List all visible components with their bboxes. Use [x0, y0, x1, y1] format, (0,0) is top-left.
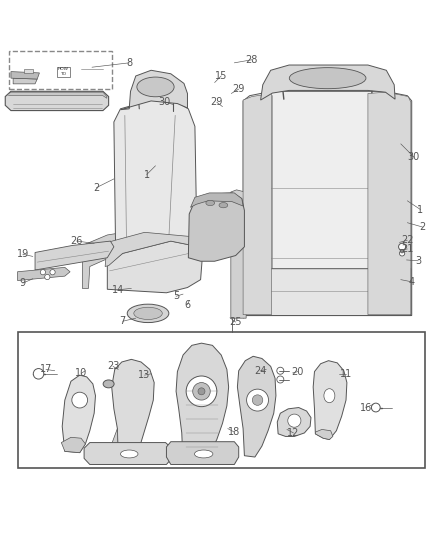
Ellipse shape	[137, 77, 174, 97]
Circle shape	[277, 376, 284, 383]
Polygon shape	[61, 437, 85, 453]
Circle shape	[371, 403, 380, 412]
Polygon shape	[84, 442, 172, 464]
Polygon shape	[243, 91, 412, 316]
Polygon shape	[107, 241, 202, 293]
Polygon shape	[5, 91, 109, 110]
Polygon shape	[243, 269, 411, 316]
Circle shape	[399, 251, 405, 256]
Text: 14: 14	[112, 285, 124, 295]
Polygon shape	[261, 65, 395, 100]
Text: 30: 30	[158, 97, 170, 107]
Polygon shape	[368, 92, 411, 314]
Polygon shape	[114, 100, 196, 289]
Text: 4: 4	[409, 277, 415, 287]
Circle shape	[288, 414, 301, 427]
Text: 22: 22	[401, 235, 413, 245]
Ellipse shape	[206, 200, 215, 206]
Text: 7: 7	[120, 316, 126, 326]
Circle shape	[247, 389, 268, 411]
Circle shape	[277, 367, 284, 374]
Text: 5: 5	[173, 291, 179, 301]
Circle shape	[186, 376, 217, 407]
Text: 16: 16	[360, 402, 372, 413]
Circle shape	[50, 270, 55, 275]
Text: 29: 29	[233, 84, 245, 94]
Polygon shape	[35, 241, 114, 270]
Polygon shape	[120, 70, 187, 110]
Ellipse shape	[120, 450, 138, 458]
Polygon shape	[18, 268, 70, 280]
Circle shape	[400, 249, 404, 253]
Polygon shape	[191, 193, 243, 207]
Polygon shape	[11, 71, 39, 79]
Ellipse shape	[290, 68, 366, 88]
Polygon shape	[277, 408, 311, 437]
Text: 9: 9	[20, 278, 26, 288]
Text: HOW
TO: HOW TO	[58, 67, 69, 76]
Ellipse shape	[134, 307, 162, 319]
Polygon shape	[13, 78, 37, 84]
Polygon shape	[313, 361, 347, 440]
Polygon shape	[176, 343, 229, 464]
Text: 1: 1	[144, 169, 150, 180]
Circle shape	[198, 388, 205, 395]
Text: 3: 3	[415, 256, 421, 266]
Polygon shape	[188, 193, 244, 261]
Text: 26: 26	[71, 236, 83, 246]
Text: 29: 29	[211, 97, 223, 107]
Text: 12: 12	[287, 428, 300, 438]
Circle shape	[45, 274, 50, 280]
Text: 21: 21	[401, 244, 413, 254]
Text: 30: 30	[408, 152, 420, 162]
Polygon shape	[166, 442, 239, 464]
Polygon shape	[112, 429, 118, 462]
Text: 28: 28	[246, 55, 258, 65]
Ellipse shape	[324, 389, 335, 403]
Text: 25: 25	[230, 317, 242, 327]
Circle shape	[399, 243, 406, 251]
Polygon shape	[112, 359, 154, 464]
Polygon shape	[231, 190, 246, 318]
Polygon shape	[243, 93, 272, 314]
Polygon shape	[24, 69, 33, 73]
Circle shape	[40, 270, 46, 275]
Polygon shape	[62, 375, 95, 453]
Text: 8: 8	[126, 58, 132, 68]
Text: 1: 1	[417, 205, 424, 215]
Text: 15: 15	[215, 71, 227, 81]
Text: 24: 24	[254, 366, 267, 376]
Polygon shape	[105, 232, 199, 266]
Ellipse shape	[127, 304, 169, 322]
Text: 2: 2	[420, 222, 426, 232]
Ellipse shape	[194, 450, 213, 458]
Circle shape	[193, 383, 210, 400]
Circle shape	[252, 395, 263, 405]
Text: 10: 10	[75, 368, 87, 378]
Text: 13: 13	[138, 370, 151, 380]
Text: 11: 11	[340, 369, 352, 379]
Ellipse shape	[103, 380, 114, 388]
Text: 19: 19	[17, 249, 29, 259]
Ellipse shape	[219, 203, 228, 208]
Circle shape	[33, 368, 44, 379]
Polygon shape	[315, 430, 333, 440]
Text: 20: 20	[292, 367, 304, 377]
Bar	[18, 332, 425, 468]
Polygon shape	[7, 92, 107, 98]
Text: 2: 2	[93, 183, 99, 192]
Circle shape	[72, 392, 88, 408]
Text: 18: 18	[228, 427, 240, 437]
Polygon shape	[237, 356, 276, 457]
Text: 23: 23	[107, 361, 119, 372]
Bar	[9, 51, 112, 89]
Text: 17: 17	[40, 365, 52, 374]
Polygon shape	[82, 227, 197, 288]
Text: 6: 6	[184, 300, 191, 310]
